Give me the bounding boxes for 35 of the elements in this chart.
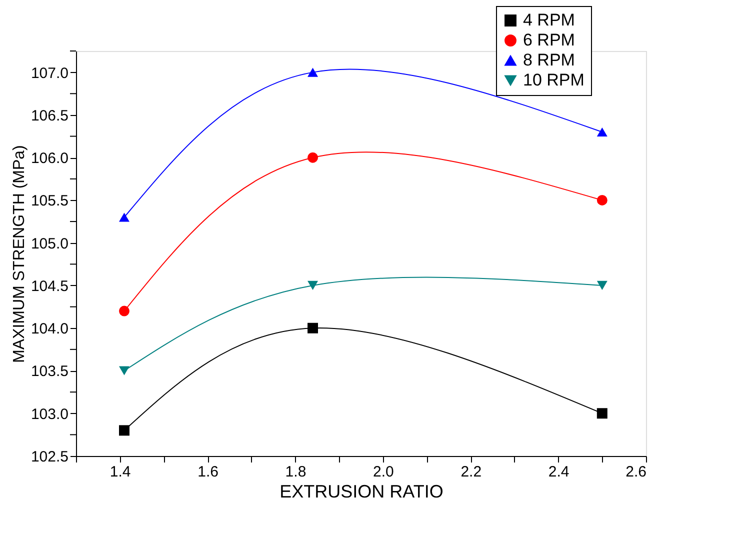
y-tick-label: 106.0	[30, 150, 68, 168]
x-axis-title: EXTRUSION RATIO	[280, 482, 444, 502]
point	[308, 280, 318, 290]
point	[596, 408, 608, 419]
y-tick-label: 104.0	[30, 320, 68, 338]
y-tick-label: 105.5	[30, 192, 68, 210]
y-tick-label: 107.0	[30, 64, 68, 82]
point	[596, 280, 608, 290]
legend-label: 6 RPM	[523, 30, 575, 50]
legend-label: 10 RPM	[523, 70, 584, 90]
legend-label: 4 RPM	[523, 10, 575, 30]
point	[308, 152, 318, 163]
point	[118, 425, 130, 436]
y-tick-label: 105.0	[30, 235, 68, 252]
y-tick-label: 104.5	[30, 278, 68, 295]
x-tick-label: 2.6	[626, 464, 646, 480]
x-tick-label: 1.6	[198, 464, 218, 480]
point	[308, 322, 318, 334]
y-tick-label: 103.5	[30, 363, 68, 380]
point	[596, 127, 608, 137]
x-tick-label: 2.0	[372, 464, 394, 480]
x-tick-label: 2.4	[548, 464, 570, 480]
y-tick-label: 103.0	[30, 406, 68, 423]
point	[308, 68, 318, 77]
point	[118, 366, 130, 376]
point	[118, 212, 130, 222]
y-axis-title: MAXIMUM STRENGTH (MPa)	[10, 145, 28, 363]
point	[596, 194, 608, 206]
point	[118, 306, 130, 316]
y-tick-label: 102.5	[30, 448, 68, 466]
x-tick-label: 1.8	[285, 464, 306, 480]
x-tick-label: 1.4	[110, 464, 131, 480]
y-tick-label: 106.5	[30, 107, 68, 124]
legend-label: 8 RPM	[523, 50, 575, 70]
x-tick-label: 2.2	[460, 464, 482, 480]
